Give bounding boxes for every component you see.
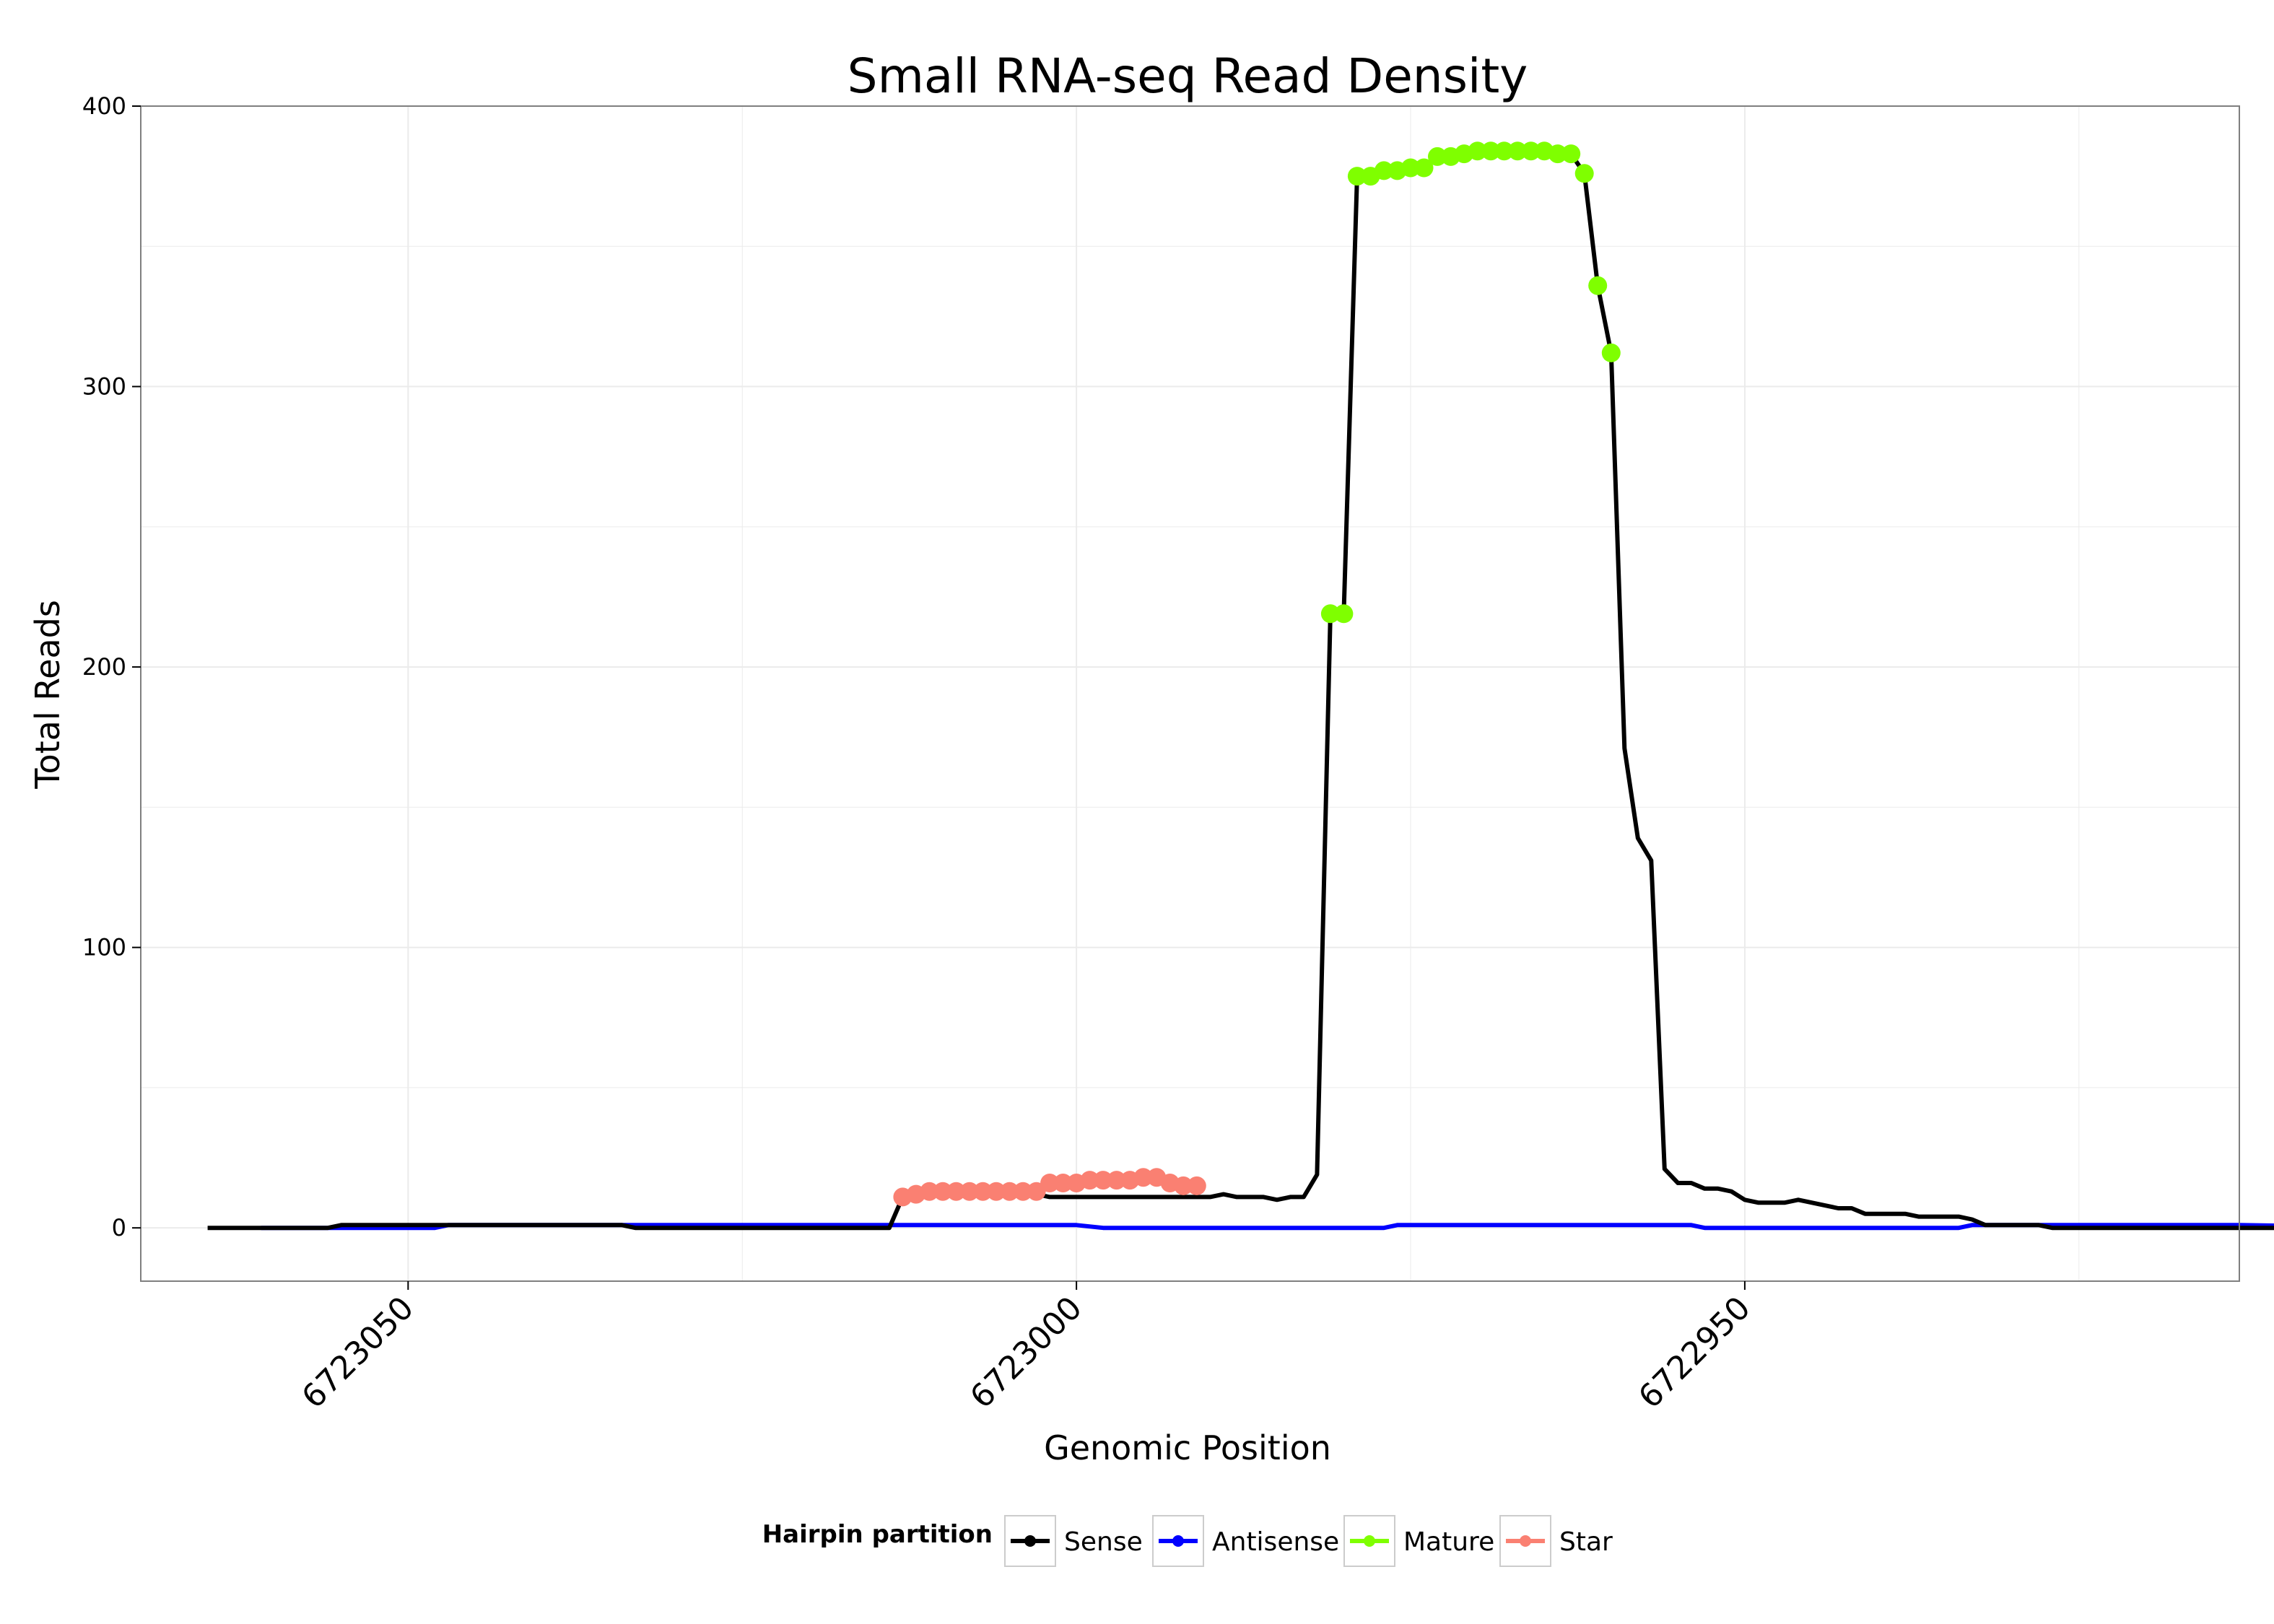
data-point-mature bbox=[1548, 144, 1567, 164]
data-point-star bbox=[973, 1182, 993, 1201]
x-axis-title: Genomic Position bbox=[1044, 1428, 1331, 1467]
data-point-star bbox=[1053, 1174, 1073, 1192]
y-tick-label: 300 bbox=[82, 373, 126, 401]
legend-label: Mature bbox=[1403, 1527, 1494, 1557]
legend-key-dot bbox=[1024, 1535, 1036, 1547]
data-point-star bbox=[920, 1182, 939, 1201]
data-point-star bbox=[1040, 1174, 1060, 1192]
data-point-star bbox=[1133, 1168, 1153, 1187]
chart-title: Small RNA-seq Read Density bbox=[848, 48, 1528, 104]
legend-label: Antisense bbox=[1212, 1527, 1339, 1557]
legend-item-antisense: Antisense bbox=[1152, 1515, 1339, 1567]
data-point-star bbox=[987, 1182, 1006, 1201]
data-point-mature bbox=[1588, 276, 1608, 295]
data-point-mature bbox=[1428, 147, 1447, 166]
data-point-mature bbox=[1574, 164, 1594, 183]
data-point-star bbox=[1107, 1171, 1126, 1190]
data-point-mature bbox=[1468, 141, 1487, 161]
data-point-star bbox=[1000, 1182, 1019, 1201]
data-point-star bbox=[1094, 1171, 1113, 1190]
legend-item-mature: Mature bbox=[1343, 1515, 1494, 1567]
y-tick-label: 200 bbox=[82, 653, 126, 681]
data-point-mature bbox=[1401, 158, 1420, 178]
plot-panel bbox=[140, 105, 2240, 1282]
data-point-star bbox=[960, 1182, 979, 1201]
legend-item-sense: Sense bbox=[1004, 1515, 1143, 1567]
data-point-mature bbox=[1320, 604, 1340, 624]
data-point-star bbox=[933, 1182, 952, 1201]
data-point-star bbox=[1187, 1176, 1206, 1195]
data-point-mature bbox=[1334, 604, 1354, 624]
data-point-star bbox=[1014, 1182, 1033, 1201]
data-point-mature bbox=[1561, 144, 1581, 164]
data-point-mature bbox=[1375, 161, 1393, 180]
data-point-mature bbox=[1601, 343, 1621, 362]
data-point-mature bbox=[1521, 141, 1541, 161]
y-tick-label: 0 bbox=[112, 1214, 126, 1241]
data-point-star bbox=[1174, 1176, 1193, 1195]
data-point-star bbox=[1027, 1182, 1046, 1201]
legend-key-dot bbox=[1364, 1535, 1375, 1547]
legend: Hairpin partition Sense Antisense Mature St… bbox=[762, 1515, 1613, 1567]
legend-label: Sense bbox=[1064, 1527, 1143, 1557]
data-point-mature bbox=[1481, 141, 1501, 161]
legend-key-dot bbox=[1520, 1535, 1531, 1547]
data-point-mature bbox=[1347, 167, 1367, 186]
data-point-mature bbox=[1414, 158, 1434, 178]
legend-item-star: Star bbox=[1499, 1515, 1613, 1567]
data-point-star bbox=[946, 1182, 966, 1201]
data-point-mature bbox=[1508, 141, 1528, 161]
legend-label: Star bbox=[1559, 1527, 1613, 1557]
legend-title: Hairpin partition bbox=[762, 1520, 993, 1549]
y-tick-label: 400 bbox=[82, 92, 126, 120]
y-tick-label: 100 bbox=[82, 934, 126, 961]
data-point-mature bbox=[1494, 141, 1514, 161]
series-layer bbox=[207, 141, 2274, 1231]
legend-key-dot bbox=[1172, 1535, 1184, 1547]
data-point-star bbox=[1080, 1171, 1099, 1190]
y-axis-title: Total Reads bbox=[28, 600, 67, 790]
